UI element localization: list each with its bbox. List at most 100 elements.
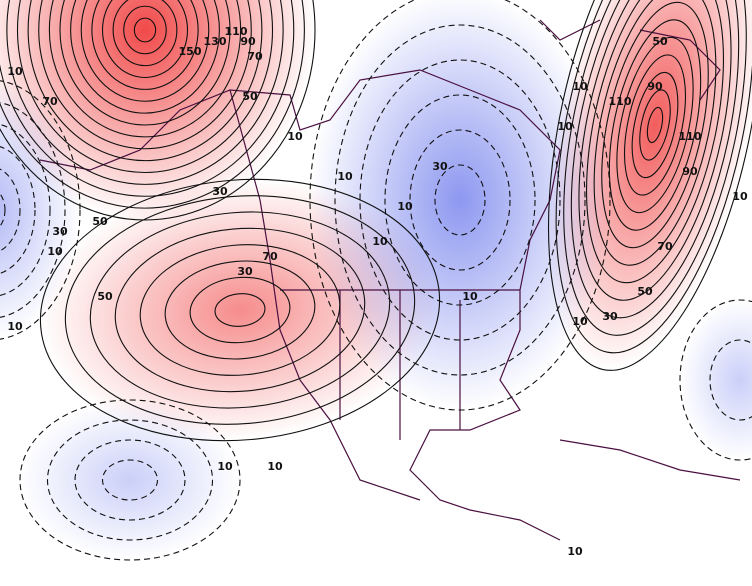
contour-label: 10 (287, 130, 303, 143)
contour-labels: 1501301109070701050103050301050701030101… (7, 25, 748, 558)
contour-label: 30 (237, 265, 253, 278)
negative-contour (0, 146, 36, 274)
positive-contour (39, 178, 441, 442)
negative-contour (434, 164, 486, 236)
contour-label: 50 (92, 215, 108, 228)
positive-contour (48, 0, 242, 138)
negative-contour (0, 80, 81, 340)
coastlines (39, 19, 741, 541)
contour-label: 10 (567, 545, 583, 558)
positive-contour (80, 0, 210, 102)
anomaly-fill (0, 80, 80, 340)
negative-contour (101, 459, 159, 501)
negative-contour (409, 129, 511, 271)
contour-label: 90 (647, 80, 663, 93)
negative-contour (309, 0, 611, 411)
contour-label: 10 (337, 170, 353, 183)
contour-label: 90 (682, 165, 698, 178)
contour-label: 30 (602, 310, 618, 323)
contour-label: 10 (267, 460, 283, 473)
contour-label: 70 (262, 250, 278, 263)
positive-contour (16, 0, 274, 174)
positive-contour (133, 17, 157, 43)
positive-contour (608, 19, 702, 231)
positive-contour (0, 0, 295, 197)
contour-label: 10 (372, 235, 388, 248)
positive-contour (214, 293, 266, 327)
anomaly-fill (680, 300, 752, 460)
contour-label: 10 (572, 315, 588, 328)
contour-label: 10 (462, 290, 478, 303)
positive-contour (59, 0, 231, 126)
negative-contour (46, 419, 214, 541)
positive-contour (114, 227, 366, 393)
positive-contour (91, 0, 199, 90)
contour-label: 50 (242, 90, 258, 103)
negative-contour (0, 192, 6, 228)
contour-label: 70 (42, 95, 58, 108)
contour-label: 110 (225, 25, 248, 38)
positive-contour (139, 244, 341, 376)
positive-contour (639, 89, 671, 161)
negative-contour (19, 399, 241, 561)
positive-contour (64, 195, 416, 425)
contour-label: 150 (179, 45, 202, 58)
contour-label: 110 (679, 130, 702, 143)
contour-label: 70 (247, 50, 263, 63)
positive-contour (547, 0, 752, 371)
positive-contour (123, 5, 167, 55)
positive-contour (27, 0, 263, 162)
contour-label: 10 (572, 80, 588, 93)
positive-contour (112, 0, 178, 67)
positive-contour (593, 0, 717, 266)
coastline (559, 439, 741, 481)
contour-label: 10 (732, 190, 748, 203)
contour-label: 10 (557, 120, 573, 133)
positive-contour (586, 0, 724, 284)
contour-label: 10 (397, 200, 413, 213)
positive-contour (578, 0, 732, 301)
anomaly-fill (310, 0, 610, 410)
contour-label: 30 (212, 185, 228, 198)
coastline (280, 289, 520, 440)
contour-label: 70 (657, 240, 673, 253)
negative-contour (334, 24, 586, 376)
positive-contour (101, 0, 189, 79)
negative-contour (359, 59, 561, 341)
positive-contour (624, 54, 686, 196)
positive-contour (0, 0, 305, 209)
coastline (639, 29, 721, 101)
positive-contour (89, 211, 391, 409)
positive-contour (164, 260, 316, 360)
negative-contour (709, 339, 752, 421)
positive-contour (6, 0, 284, 185)
contour-label: 10 (7, 320, 23, 333)
coastline (229, 89, 421, 501)
contour-label: 10 (7, 65, 23, 78)
contour-label: 10 (47, 245, 63, 258)
contour-label: 130 (204, 35, 227, 48)
positive-contour (631, 71, 679, 179)
negative-contour (0, 102, 66, 318)
contour-label: 10 (217, 460, 233, 473)
contour-lines (0, 0, 752, 561)
contour-label: 90 (240, 35, 256, 48)
negative-contour (74, 439, 186, 521)
positive-contour (601, 1, 709, 249)
positive-contour (555, 0, 752, 354)
positive-contour (646, 106, 664, 144)
positive-contour (0, 0, 316, 221)
positive-contour (563, 0, 747, 336)
contour-label: 30 (432, 160, 448, 173)
contour-label: 30 (52, 225, 68, 238)
positive-contour (70, 0, 220, 114)
positive-contour (616, 36, 694, 214)
coastline (539, 19, 601, 41)
negative-contour (679, 299, 752, 461)
negative-contour (0, 168, 21, 252)
positive-contour (570, 0, 740, 319)
negative-contour (0, 123, 51, 297)
positive-contour (189, 276, 291, 344)
positive-contour (38, 0, 252, 150)
